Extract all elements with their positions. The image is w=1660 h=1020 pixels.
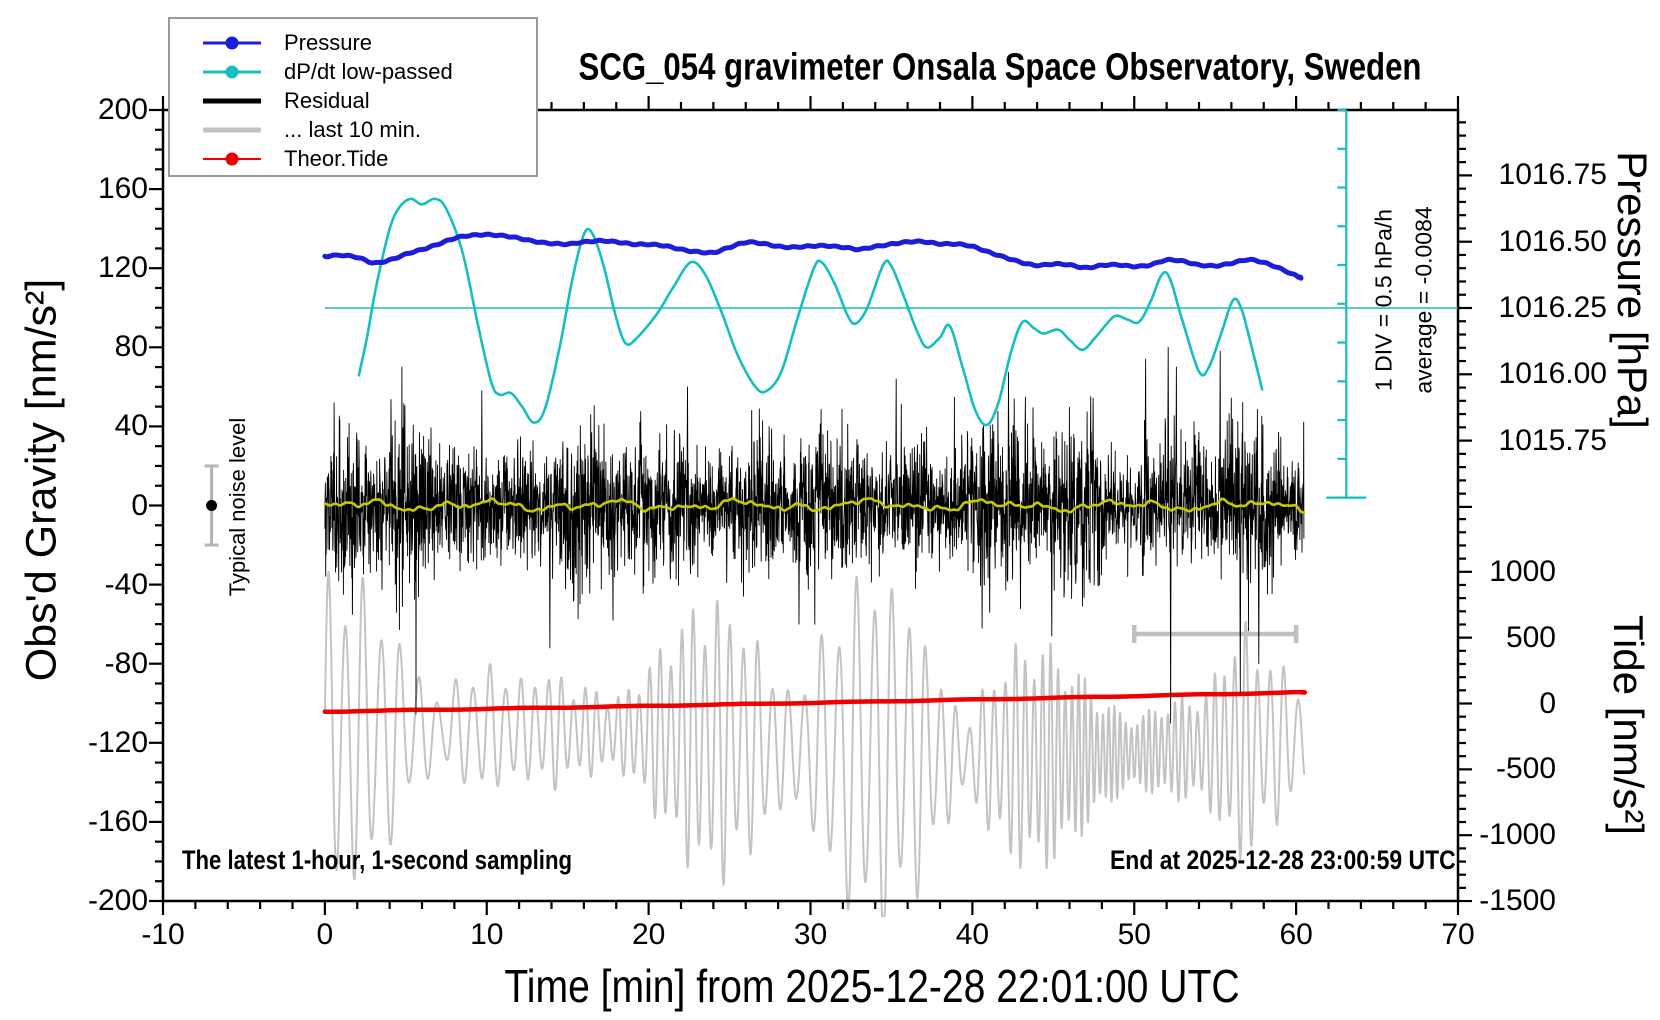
legend-line-sample bbox=[203, 123, 261, 137]
gravity-axis-title: Obs'd Gravity [nm/s²] bbox=[17, 278, 66, 682]
gravity-tick-label: -40 bbox=[104, 567, 148, 601]
legend-line bbox=[203, 98, 261, 103]
legend-label: ... last 10 min. bbox=[284, 116, 421, 142]
dpdt-curve bbox=[357, 197, 1264, 427]
gravity-tick-label: 40 bbox=[114, 409, 148, 443]
tide-tick-label: -1500 bbox=[1479, 884, 1556, 918]
gravity-tick-label: -160 bbox=[87, 804, 148, 838]
x-tick-label: 70 bbox=[1441, 918, 1475, 951]
legend-item-pressure: Pressure bbox=[170, 28, 536, 57]
pressure-axis-title: Pressure [hPa] bbox=[1609, 151, 1656, 429]
legend-label: Residual bbox=[284, 87, 370, 113]
residual-lowpass-curve bbox=[323, 497, 1306, 514]
last10min-curve bbox=[323, 570, 1306, 917]
legend-dot bbox=[225, 36, 239, 49]
noise-level-label: Typical noise level bbox=[225, 417, 250, 597]
gravity-tick-label: -120 bbox=[87, 725, 148, 759]
theor-tide-curve bbox=[322, 689, 1308, 714]
gravity-tick-label: 200 bbox=[97, 93, 148, 126]
tide-tick-label: -500 bbox=[1495, 752, 1556, 786]
x-tick-label: 50 bbox=[1117, 918, 1151, 951]
legend-item-theor-tide: Theor.Tide bbox=[170, 144, 536, 173]
legend-dot bbox=[225, 65, 239, 78]
legend-line-sample bbox=[203, 65, 261, 79]
pressure-curve bbox=[322, 231, 1304, 281]
gravity-tick-label: 80 bbox=[114, 330, 148, 364]
x-tick-label: 0 bbox=[316, 918, 334, 951]
gravity-tick-label: -200 bbox=[87, 884, 148, 917]
gravity-tick-label: 0 bbox=[131, 488, 148, 522]
tide-tick-label: 1000 bbox=[1489, 554, 1556, 588]
end-time-note: End at 2025-12-28 23:00:59 UTC bbox=[1110, 845, 1456, 875]
div-scale-label: 1 DIV = 0.5 hPa/h bbox=[1370, 208, 1397, 392]
legend-item-residual: Residual bbox=[170, 86, 536, 115]
pressure-tick-label: 1016.25 bbox=[1498, 291, 1607, 324]
x-tick-label: 20 bbox=[631, 918, 666, 951]
pressure-tick-label: 1016.50 bbox=[1498, 224, 1607, 258]
x-tick-label: 30 bbox=[793, 918, 828, 951]
pressure-tick-label: 1015.75 bbox=[1498, 423, 1607, 457]
tide-tick-label: 500 bbox=[1505, 620, 1556, 654]
legend-item-last-10-min: ... last 10 min. bbox=[170, 115, 536, 144]
gravity-tick-label: -80 bbox=[104, 646, 148, 680]
x-tick-label: 40 bbox=[955, 918, 990, 951]
average-label: average = -0.0084 bbox=[1410, 206, 1437, 394]
sampling-note: The latest 1-hour, 1-second sampling bbox=[182, 845, 572, 875]
legend-item-dp-dt-low-passed: dP/dt low-passed bbox=[170, 57, 536, 86]
pressure-tick-label: 1016.00 bbox=[1498, 357, 1607, 391]
legend-line-sample bbox=[203, 152, 261, 166]
x-axis-title: Time [min] from 2025-12-28 22:01:00 UTC bbox=[504, 960, 1240, 1012]
legend-label: dP/dt low-passed bbox=[284, 58, 453, 84]
legend-line bbox=[203, 127, 261, 132]
tide-tick-label: -1000 bbox=[1479, 818, 1556, 852]
tide-tick-label: 0 bbox=[1539, 686, 1556, 720]
x-tick-label: -10 bbox=[141, 918, 185, 951]
legend-dot bbox=[225, 152, 239, 165]
legend-line-sample bbox=[203, 36, 261, 50]
legend-label: Theor.Tide bbox=[284, 145, 389, 171]
tide-axis-title: Tide [nm/s²] bbox=[1605, 614, 1652, 836]
legend-label: Pressure bbox=[284, 29, 373, 55]
pressure-tick-label: 1016.75 bbox=[1498, 158, 1607, 192]
gravity-tick-label: 120 bbox=[97, 251, 148, 285]
noise-marker-dot bbox=[206, 500, 218, 511]
x-tick-label: 60 bbox=[1279, 918, 1313, 951]
x-tick-label: 10 bbox=[470, 918, 504, 951]
legend: Pressure dP/dt low-passed Residual ... last… bbox=[168, 17, 538, 177]
gravity-tick-label: 160 bbox=[97, 172, 148, 206]
legend-line-sample bbox=[203, 94, 261, 108]
chart-title: SCG_054 gravimeter Onsala Space Observat… bbox=[578, 46, 1422, 89]
residual-curve bbox=[324, 346, 1305, 724]
